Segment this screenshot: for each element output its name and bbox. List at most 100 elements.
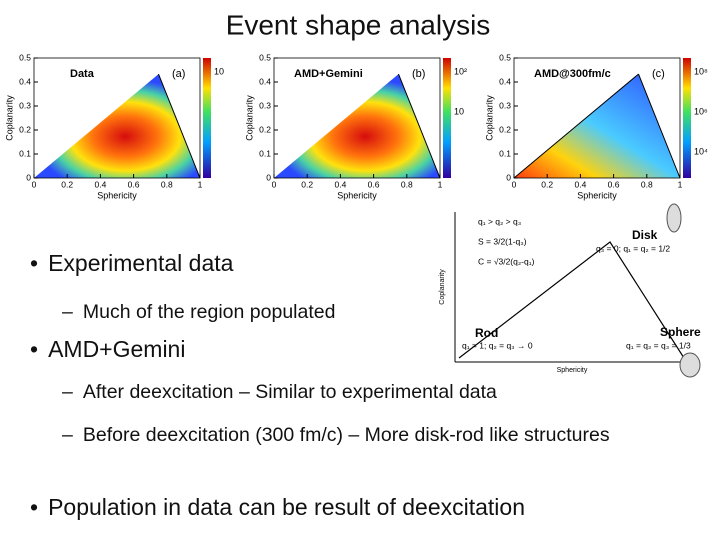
bullet-text: AMD+Gemini xyxy=(48,336,186,362)
y-tick-label: 0.4 xyxy=(259,76,271,86)
x-tick-label: 1 xyxy=(438,179,443,189)
y-axis-label: Coplanarity xyxy=(4,95,14,141)
heatmap xyxy=(34,74,200,178)
bullet-text: Population in data can be result of deex… xyxy=(48,494,525,520)
y-tick-label: 0.5 xyxy=(499,52,511,62)
sphere-condition: q₁ = q₂ = q₃ = 1/3 xyxy=(626,340,691,350)
x-tick-label: 0 xyxy=(272,179,277,189)
x-axis: Sphericity xyxy=(557,367,588,374)
y-tick-label: 0.3 xyxy=(259,100,271,110)
y-tick-label: 0.1 xyxy=(259,148,271,158)
color-bar-label: 10² xyxy=(454,66,467,76)
y-tick-label: 0.4 xyxy=(499,76,511,86)
boundary xyxy=(513,73,639,179)
x-tick-label: 0 xyxy=(512,179,517,189)
y-tick-label: 0 xyxy=(26,172,31,182)
x-tick-label: 1 xyxy=(678,179,683,189)
heatmap xyxy=(274,74,440,178)
y-tick-label: 0.2 xyxy=(19,124,31,134)
y-tick-label: 0.3 xyxy=(19,100,31,110)
y-tick-label: 0.5 xyxy=(19,52,31,62)
sphere: Sphere xyxy=(660,325,701,339)
boundary xyxy=(638,73,681,179)
sub-bullet-text: Much of the region populated xyxy=(82,301,336,323)
y-tick-label: 0.2 xyxy=(259,124,271,134)
color-bar xyxy=(443,58,451,178)
sub-bullet: – After deexcitation – Similar to experim… xyxy=(62,377,705,407)
x-tick-label: 0.6 xyxy=(608,179,620,189)
x-tick-label: 0.2 xyxy=(61,179,73,189)
y-tick-label: 0 xyxy=(266,172,271,182)
sub-bullet: – Before deexcitation (300 fm/c) – More d… xyxy=(62,420,705,450)
bullet-marker: – xyxy=(62,301,73,323)
bullet: • Experimental data xyxy=(30,250,233,277)
bullet-marker: • xyxy=(30,336,39,362)
x-tick-label: 0.8 xyxy=(641,179,653,189)
panel-label: AMD@300fm/c xyxy=(534,68,611,80)
y-tick-label: 0.5 xyxy=(259,52,271,62)
color-bar xyxy=(203,58,211,178)
panel-tag: (c) xyxy=(652,68,665,80)
shape-triangle xyxy=(458,241,685,359)
y-tick-label: 0.1 xyxy=(499,148,511,158)
boundary xyxy=(398,73,441,179)
bullet-text: Experimental data xyxy=(48,250,234,276)
heatmap xyxy=(514,74,680,178)
rod: Rod xyxy=(475,326,498,340)
y-tick-label: 0 xyxy=(506,172,511,182)
sphere-icon xyxy=(679,352,701,378)
disk-condition: q₃ = 0; q₁ = q₂ = 1/2 xyxy=(596,243,670,253)
x-tick-label: 0.2 xyxy=(301,179,313,189)
color-bar-label: 10 xyxy=(454,106,464,116)
plot-frame xyxy=(513,57,681,179)
s-formula: S = 3/2(1-q₃) xyxy=(478,236,527,246)
panel-tag: (a) xyxy=(172,68,185,80)
panel-tag: (b) xyxy=(412,68,425,80)
diagram-y-label: Coplanarity xyxy=(439,269,446,305)
x-tick-label: 0.4 xyxy=(94,179,106,189)
panel-label: AMD+Gemini xyxy=(294,68,363,80)
x-tick-label: 0.8 xyxy=(161,179,173,189)
color-bar-label: 10⁴ xyxy=(694,146,708,156)
x-axis-label: Sphericity xyxy=(577,190,617,200)
panel-label: Data xyxy=(70,68,95,80)
sub-bullet: – Much of the region populated xyxy=(62,297,705,327)
rod-condition: q₁ = 1; q₂ = q₃ → 0 xyxy=(462,340,533,350)
bullet-marker: • xyxy=(30,494,39,520)
c-formula: C = √3/2(q₂-q₁) xyxy=(478,256,535,266)
x-tick-label: 0.8 xyxy=(401,179,413,189)
sub-bullet-text: Before deexcitation (300 fm/c) – More di… xyxy=(82,424,610,446)
disk: Disk xyxy=(632,228,658,242)
sub-bullet-text: After deexcitation – Similar to experime… xyxy=(82,381,497,403)
y-tick-label: 0.1 xyxy=(19,148,31,158)
bullet-marker: – xyxy=(62,381,73,403)
bullet: • Population in data can be result of dee… xyxy=(30,494,525,521)
y-tick-label: 0.3 xyxy=(499,100,511,110)
slide-title: Event shape analysis xyxy=(226,9,491,40)
ordering: q₁ > q₂ > q₃ xyxy=(478,216,521,226)
x-tick-label: 0.4 xyxy=(574,179,586,189)
x-tick-label: 1 xyxy=(198,179,203,189)
y-tick-label: 0.4 xyxy=(19,76,31,86)
bullet-marker: – xyxy=(62,424,73,446)
color-bar-label: 10 xyxy=(214,66,224,76)
bullet: • AMD+Gemini xyxy=(30,336,185,363)
disk-icon xyxy=(666,203,682,233)
x-tick-label: 0.6 xyxy=(368,179,380,189)
color-bar xyxy=(683,58,691,178)
x-tick-label: 0.2 xyxy=(541,179,553,189)
bullet-marker: • xyxy=(30,250,39,276)
x-axis-label: Sphericity xyxy=(97,190,137,200)
y-tick-label: 0.2 xyxy=(499,124,511,134)
y-axis-label: Coplanarity xyxy=(484,95,494,141)
color-bar-label: 10⁶ xyxy=(694,106,708,116)
x-tick-label: 0.4 xyxy=(334,179,346,189)
plot-frame xyxy=(33,57,201,179)
color-bar-label: 10⁸ xyxy=(694,66,708,76)
x-tick-label: 0 xyxy=(32,179,37,189)
plot-frame xyxy=(273,57,441,179)
y-axis-label: Coplanarity xyxy=(244,95,254,141)
x-axis-label: Sphericity xyxy=(337,190,377,200)
